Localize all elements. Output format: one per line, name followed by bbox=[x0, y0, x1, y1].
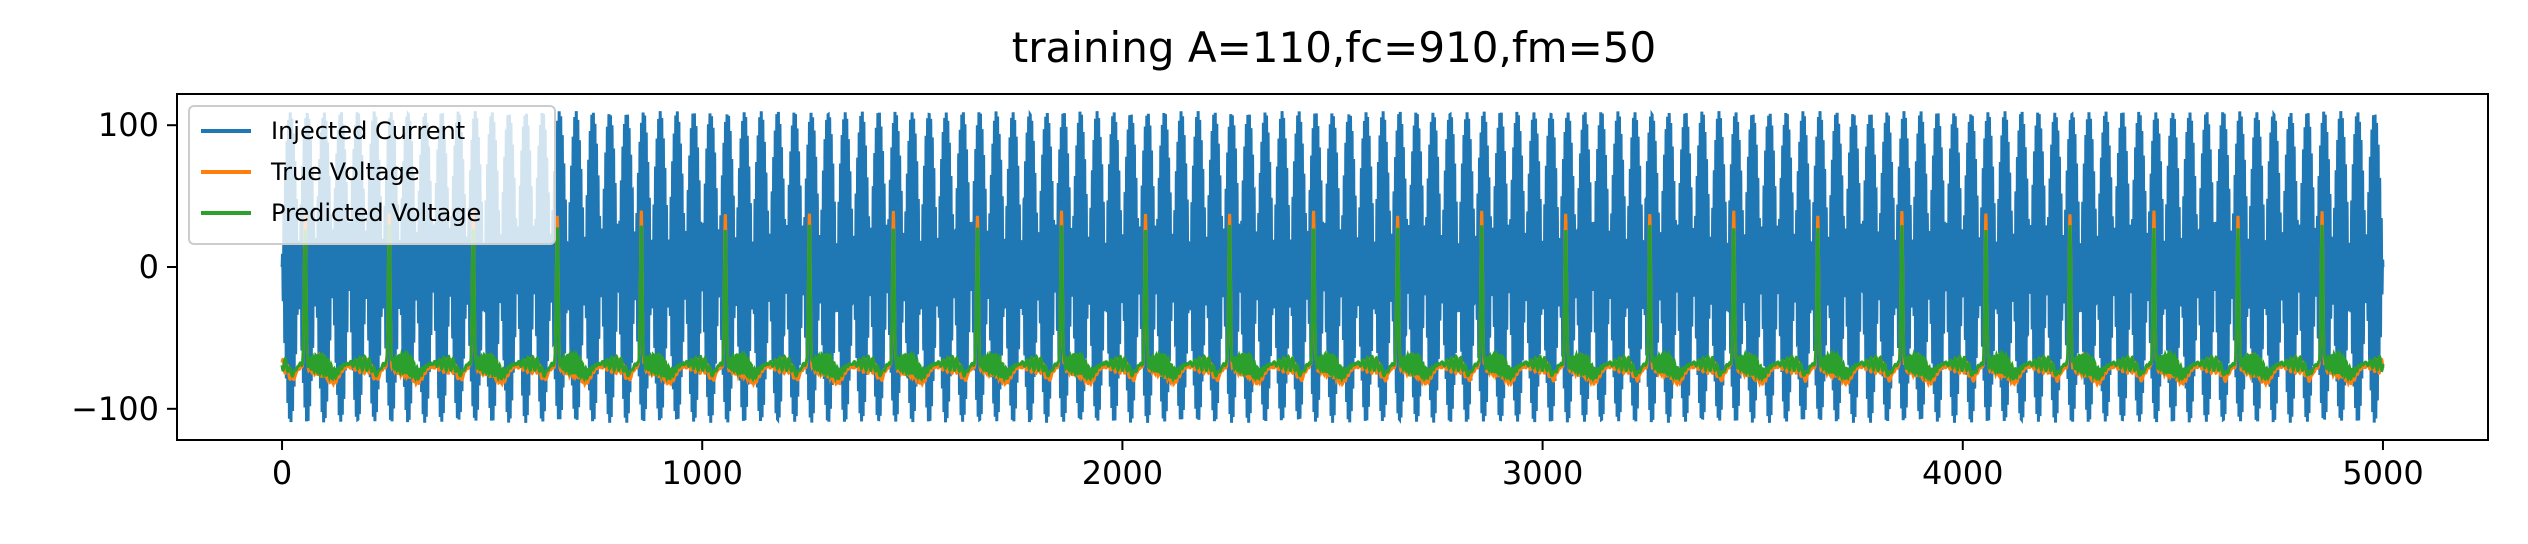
series-predicted-voltage-line bbox=[280, 224, 2385, 384]
x-tick-label: 3000 bbox=[1502, 454, 1583, 492]
legend: Injected Current True Voltage Predicted Vo… bbox=[188, 105, 556, 245]
axes: 0 1000 2000 3000 4000 5000 −100 0 100 bbox=[71, 93, 2489, 492]
legend-label: Predicted Voltage bbox=[271, 199, 481, 227]
y-tick-label: −100 bbox=[71, 390, 159, 428]
y-tick-label: 0 bbox=[139, 248, 159, 286]
y-tick-label: 100 bbox=[98, 106, 159, 144]
x-tick-label: 2000 bbox=[1082, 454, 1163, 492]
x-tick-label: 1000 bbox=[662, 454, 743, 492]
plot-area bbox=[280, 109, 2385, 424]
chart-title: training A=110,fc=910,fm=50 bbox=[1012, 23, 1656, 72]
legend-label: Injected Current bbox=[271, 117, 465, 145]
x-tick-label: 0 bbox=[272, 454, 292, 492]
x-tick-label: 4000 bbox=[1922, 454, 2003, 492]
x-tick-label: 5000 bbox=[2342, 454, 2423, 492]
legend-label: True Voltage bbox=[270, 158, 420, 186]
legend-box bbox=[188, 105, 556, 245]
series-injected-current-line bbox=[280, 109, 2385, 424]
